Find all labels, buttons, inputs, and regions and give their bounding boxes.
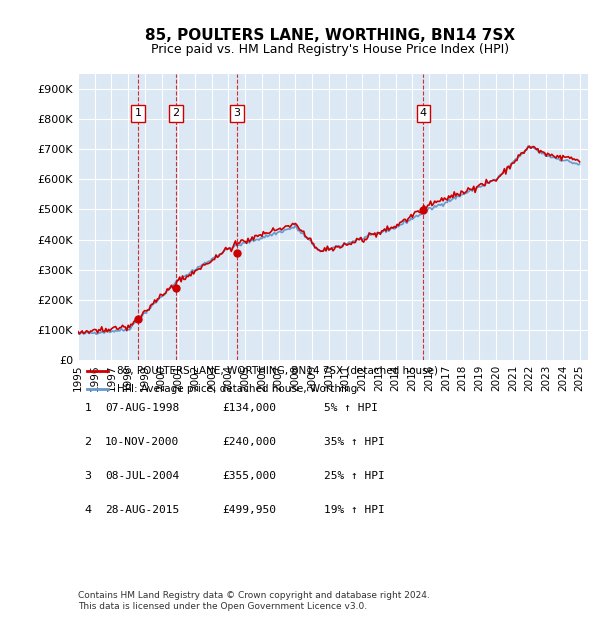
Text: 85, POULTERS LANE, WORTHING, BN14 7SX (detached house): 85, POULTERS LANE, WORTHING, BN14 7SX (d…	[117, 366, 438, 376]
Text: £240,000: £240,000	[222, 437, 276, 447]
Text: HPI: Average price, detached house, Worthing: HPI: Average price, detached house, Wort…	[117, 384, 357, 394]
Text: 08-JUL-2004: 08-JUL-2004	[105, 471, 179, 481]
Text: 35% ↑ HPI: 35% ↑ HPI	[324, 437, 385, 447]
Text: 2: 2	[85, 437, 91, 447]
Text: £499,950: £499,950	[222, 505, 276, 515]
Text: 3: 3	[233, 108, 241, 118]
Text: 3: 3	[85, 471, 91, 481]
Text: 85, POULTERS LANE, WORTHING, BN14 7SX: 85, POULTERS LANE, WORTHING, BN14 7SX	[145, 28, 515, 43]
Text: 25% ↑ HPI: 25% ↑ HPI	[324, 471, 385, 481]
Text: 07-AUG-1998: 07-AUG-1998	[105, 403, 179, 413]
Text: 28-AUG-2015: 28-AUG-2015	[105, 505, 179, 515]
Text: 1: 1	[85, 403, 91, 413]
Text: 4: 4	[420, 108, 427, 118]
Text: 1: 1	[134, 108, 142, 118]
Text: 2: 2	[173, 108, 180, 118]
Text: £134,000: £134,000	[222, 403, 276, 413]
Text: 19% ↑ HPI: 19% ↑ HPI	[324, 505, 385, 515]
Text: 10-NOV-2000: 10-NOV-2000	[105, 437, 179, 447]
Text: 5% ↑ HPI: 5% ↑ HPI	[324, 403, 378, 413]
Text: Contains HM Land Registry data © Crown copyright and database right 2024.
This d: Contains HM Land Registry data © Crown c…	[78, 591, 430, 611]
Text: 4: 4	[85, 505, 91, 515]
Text: Price paid vs. HM Land Registry's House Price Index (HPI): Price paid vs. HM Land Registry's House …	[151, 43, 509, 56]
Text: £355,000: £355,000	[222, 471, 276, 481]
